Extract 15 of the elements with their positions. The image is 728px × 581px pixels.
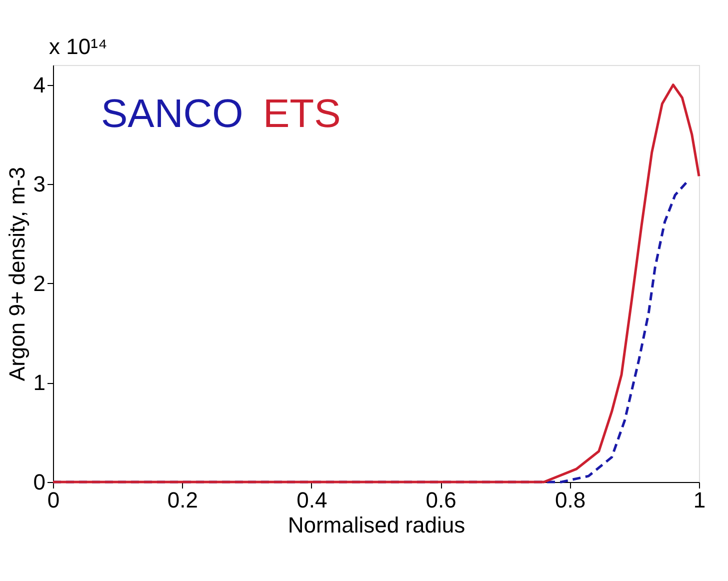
y-tick-label: 3 — [33, 172, 46, 197]
x-tick-label: 0.8 — [555, 488, 586, 512]
x-tick-label: 1 — [693, 488, 706, 512]
y-tick-label: 4 — [33, 72, 46, 98]
x-tick-label: 0.6 — [426, 488, 456, 512]
text: x 10¹⁴ — [49, 34, 108, 59]
y-tick-label: 1 — [33, 370, 46, 396]
y-tick-label: 2 — [33, 270, 46, 296]
text: ETS — [263, 92, 341, 136]
x-tick-label: 0.2 — [167, 488, 198, 512]
y-tick-label: 0 — [33, 470, 46, 494]
x-axis-title: Normalised radius — [288, 512, 466, 538]
x-tick-label: 0.4 — [296, 488, 328, 512]
y-axis-title: Argon 9+ density, m-3 — [4, 166, 30, 382]
text: SANCO — [101, 92, 244, 136]
